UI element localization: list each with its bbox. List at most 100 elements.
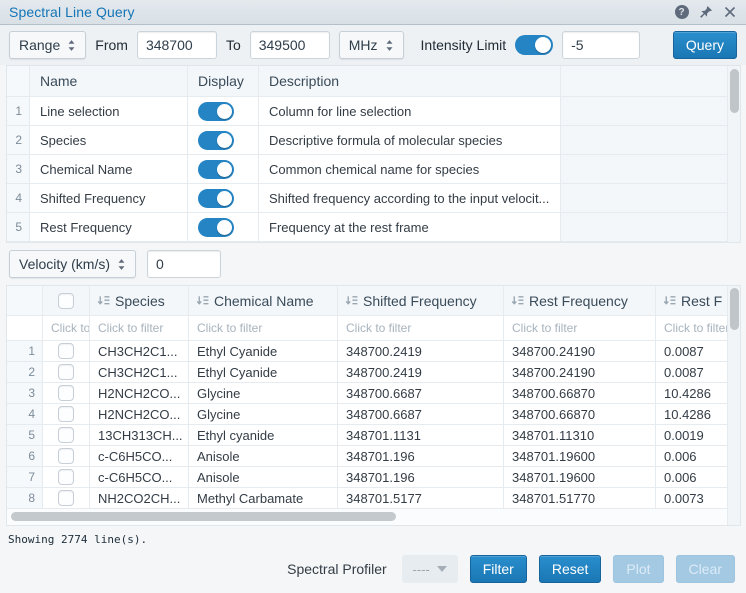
panel-title: Spectral Line Query xyxy=(9,4,135,20)
row-number: 7 xyxy=(7,467,43,488)
line-select-cell xyxy=(43,362,90,383)
shifted-frequency-cell: 348700.6687 xyxy=(338,404,504,425)
line-checkbox[interactable] xyxy=(58,343,74,359)
rest-frequency-cell: 348701.51770 xyxy=(504,488,656,509)
line-checkbox[interactable] xyxy=(58,406,74,422)
intensity-limit-input[interactable] xyxy=(562,31,641,59)
line-checkbox[interactable] xyxy=(58,448,74,464)
range-select-value: Range xyxy=(19,37,61,53)
rest-frequency-cell: 348700.24190 xyxy=(504,362,656,383)
profiler-select[interactable]: ---- xyxy=(401,555,458,583)
row-number: 6 xyxy=(7,446,43,467)
chemical-name-cell: Ethyl cyanide xyxy=(189,425,338,446)
filler-cell xyxy=(561,126,740,155)
row-number: 5 xyxy=(7,425,43,446)
column-description-cell: Descriptive formula of molecular species xyxy=(259,126,561,155)
rest-frequency-cell: 348701.11310 xyxy=(504,425,656,446)
row-number: 4 xyxy=(7,404,43,425)
range-select[interactable]: Range xyxy=(9,31,87,59)
filter-cell-empty xyxy=(7,316,43,341)
line-checkbox[interactable] xyxy=(58,427,74,443)
filter-cell[interactable]: Click to filter xyxy=(90,316,189,341)
filler-cell xyxy=(561,184,740,213)
select-all-checkbox[interactable] xyxy=(58,292,74,309)
rest-frequency-error-cell: 10.4286 xyxy=(656,404,740,425)
name-column-header[interactable]: Name xyxy=(30,66,188,97)
velocity-type-value: Velocity (km/s) xyxy=(19,256,111,272)
column-name-cell: Chemical Name xyxy=(30,155,188,184)
from-label: From xyxy=(95,37,128,53)
reset-button[interactable]: Reset xyxy=(538,555,602,583)
row-number: 4 xyxy=(7,184,30,213)
filter-cell[interactable]: Click to filter xyxy=(504,316,656,341)
vertical-scrollbar-thumb[interactable] xyxy=(730,69,739,113)
query-bar: Range From To MHz Intensity Limit Query xyxy=(0,25,746,65)
pin-icon[interactable] xyxy=(698,5,713,20)
rest-frequency-error-cell: 0.006 xyxy=(656,446,740,467)
display-toggle[interactable] xyxy=(188,97,259,126)
chemical-name-cell: Anisole xyxy=(189,467,338,488)
column-description-cell: Common chemical name for species xyxy=(259,155,561,184)
display-toggle[interactable] xyxy=(188,184,259,213)
velocity-input[interactable] xyxy=(147,250,222,278)
column-name-cell: Rest Frequency xyxy=(30,213,188,242)
from-input[interactable] xyxy=(136,31,217,59)
row-number: 1 xyxy=(7,97,30,126)
filter-cell[interactable]: Click to filter xyxy=(43,316,90,341)
filter-cell[interactable]: Click to filter xyxy=(189,316,338,341)
close-icon[interactable] xyxy=(722,5,737,20)
row-number: 1 xyxy=(7,341,43,362)
column-description-cell: Frequency at the rest frame xyxy=(259,213,561,242)
unit-select[interactable]: MHz xyxy=(338,31,404,59)
column-description-cell: Column for line selection xyxy=(259,97,561,126)
display-column-header[interactable]: Display xyxy=(188,66,259,97)
rest-frequency-column-header[interactable]: Rest Frequency xyxy=(504,286,656,316)
line-select-cell xyxy=(43,341,90,362)
line-checkbox[interactable] xyxy=(58,469,74,485)
filler-cell xyxy=(561,213,740,242)
description-column-header[interactable]: Description xyxy=(259,66,561,97)
filter-button[interactable]: Filter xyxy=(469,555,527,583)
results-table: Species Chemical Name Shifted Frequency … xyxy=(6,285,741,526)
to-input[interactable] xyxy=(249,31,330,59)
intensity-limit-toggle[interactable] xyxy=(515,35,554,55)
shifted-frequency-column-header[interactable]: Shifted Frequency xyxy=(338,286,504,316)
species-cell: CH3CH2C1... xyxy=(90,341,189,362)
help-icon[interactable] xyxy=(674,5,689,20)
query-button[interactable]: Query xyxy=(672,31,737,59)
chemical-name-column-header[interactable]: Chemical Name xyxy=(189,286,338,316)
chemical-name-cell: Ethyl Cyanide xyxy=(189,362,338,383)
display-toggle[interactable] xyxy=(188,126,259,155)
vertical-scrollbar-thumb[interactable] xyxy=(730,288,739,330)
species-column-header[interactable]: Species xyxy=(90,286,189,316)
row-number: 2 xyxy=(7,126,30,155)
filter-cell[interactable]: Click to filter xyxy=(656,316,740,341)
rest-frequency-error-cell: 0.0073 xyxy=(656,488,740,509)
line-select-cell xyxy=(43,488,90,509)
rest-frequency-error-column-header[interactable]: Rest F xyxy=(656,286,740,316)
vertical-scrollbar-track xyxy=(727,66,740,242)
velocity-type-select[interactable]: Velocity (km/s) xyxy=(9,250,137,278)
rest-frequency-cell: 348700.66870 xyxy=(504,383,656,404)
chemical-name-cell: Ethyl Cyanide xyxy=(189,341,338,362)
horizontal-scrollbar-thumb[interactable] xyxy=(11,512,396,521)
footer-bar: Spectral Profiler ---- Filter Reset Plot… xyxy=(0,555,746,583)
filler-cell xyxy=(561,155,740,184)
shifted-frequency-cell: 348701.5177 xyxy=(338,488,504,509)
titlebar-icons xyxy=(674,5,737,20)
display-toggle[interactable] xyxy=(188,213,259,242)
filter-cell[interactable]: Click to filter xyxy=(338,316,504,341)
display-toggle[interactable] xyxy=(188,155,259,184)
shifted-frequency-cell: 348701.1131 xyxy=(338,425,504,446)
line-checkbox[interactable] xyxy=(58,490,74,506)
clear-button[interactable]: Clear xyxy=(675,555,735,583)
select-all-header xyxy=(43,286,90,316)
rest-frequency-error-cell: 0.0087 xyxy=(656,362,740,383)
line-checkbox[interactable] xyxy=(58,385,74,401)
plot-button[interactable]: Plot xyxy=(613,555,664,583)
line-checkbox[interactable] xyxy=(58,364,74,380)
horizontal-scrollbar-track xyxy=(7,509,740,525)
line-select-cell xyxy=(43,383,90,404)
line-select-cell xyxy=(43,467,90,488)
species-cell: c-C6H5CO... xyxy=(90,467,189,488)
